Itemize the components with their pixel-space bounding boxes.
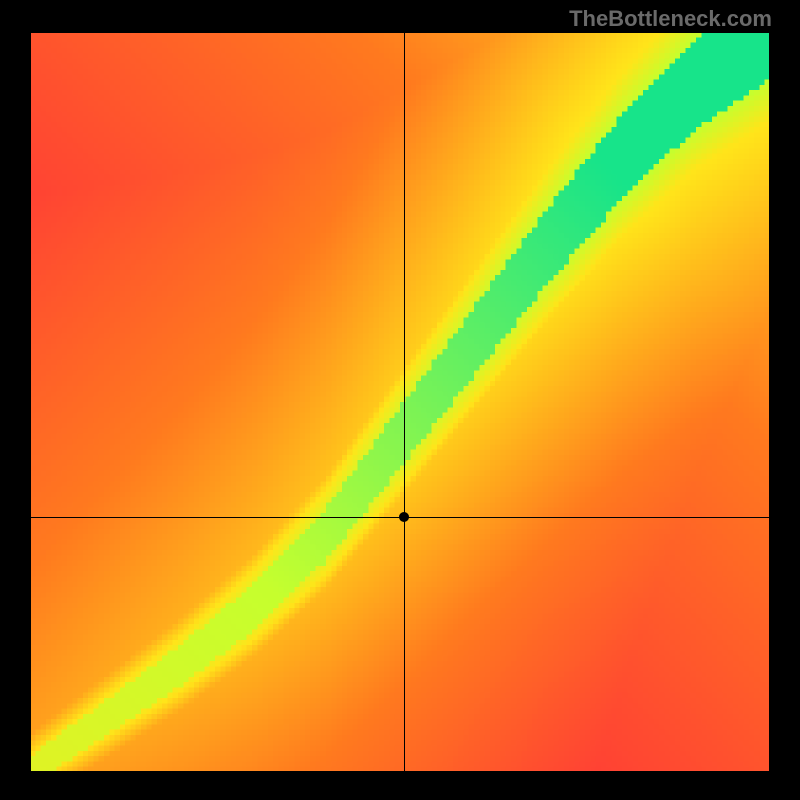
marker-dot (399, 512, 409, 522)
watermark-text: TheBottleneck.com (569, 6, 772, 32)
chart-container: TheBottleneck.com (0, 0, 800, 800)
crosshair-vertical (404, 32, 405, 772)
heatmap-canvas (30, 32, 770, 772)
heatmap-plot (30, 32, 770, 772)
